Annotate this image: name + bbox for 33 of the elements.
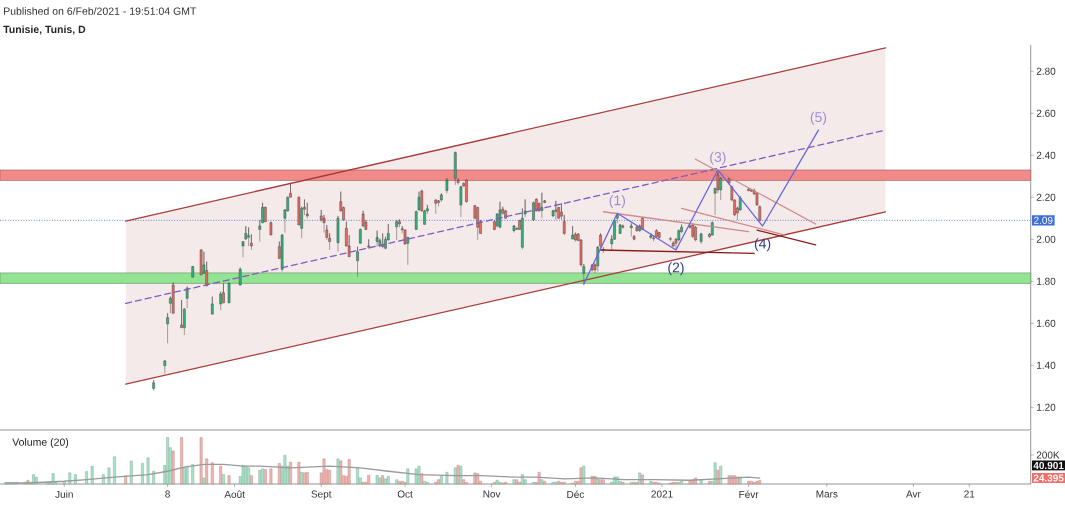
x-tick-label: Juin	[55, 490, 73, 498]
text: 24.395	[1033, 474, 1064, 482]
annotation: (4)	[754, 238, 771, 252]
y-tick-label: 1.60	[1037, 319, 1056, 327]
text: 40.901	[1033, 461, 1064, 470]
x-tick-label: Déc	[567, 490, 585, 498]
annotation: (1)	[609, 194, 626, 209]
x-tick-label: Nov	[483, 490, 501, 498]
annotation: (2)	[668, 262, 684, 276]
y-tick-label: 1.20	[1037, 403, 1056, 411]
x-tick-label: Avr	[906, 490, 921, 498]
annotation: (3)	[710, 151, 726, 165]
text: Published on 6/Feb/2021 - 19:51:04 GMT	[4, 7, 197, 15]
y-tick-label: 2.20	[1036, 193, 1056, 201]
y-tick-label: 2.40	[1036, 151, 1056, 159]
y-tick-label: 200K	[1036, 451, 1060, 459]
x-tick-label: Févr	[739, 490, 759, 498]
y-tick-label: 2.00	[1036, 235, 1056, 243]
y-tick-label: 1.40	[1037, 361, 1056, 369]
x-tick-label: Sept	[311, 490, 332, 500]
annotation: (5)	[810, 111, 827, 125]
text: Volume (20)	[12, 438, 69, 448]
x-tick-label: Août	[224, 490, 245, 498]
ref-line-label: 2.09	[1034, 216, 1053, 224]
y-tick-label: 2.60	[1036, 109, 1056, 117]
chart-title: Tunisie, Tunis, D	[3, 25, 86, 35]
x-tick-label: Mars	[816, 490, 838, 498]
x-tick-label: Oct	[397, 490, 413, 498]
x-tick-label: 21	[964, 490, 975, 498]
x-tick-label: 8	[165, 490, 170, 498]
x-tick-label: 2021	[651, 490, 673, 498]
y-tick-label: 1.80	[1037, 277, 1056, 285]
y-tick-label: 2.80	[1036, 67, 1056, 75]
